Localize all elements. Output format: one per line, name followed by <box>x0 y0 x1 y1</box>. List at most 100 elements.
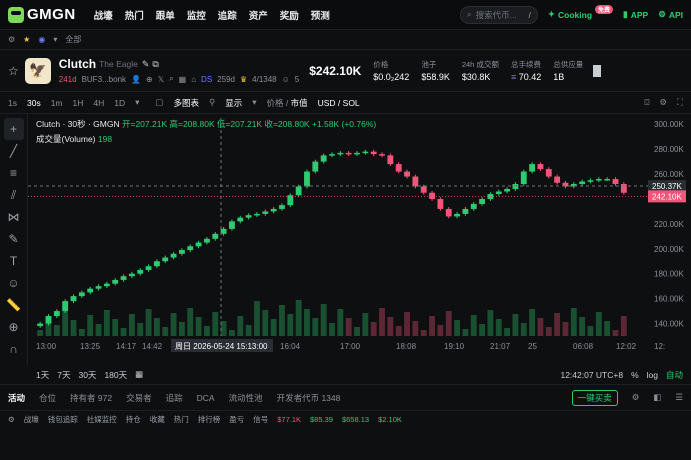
currency-toggle[interactable]: USD / SOL <box>317 97 360 108</box>
footer-leaderboard[interactable]: 排行榜 <box>197 415 221 424</box>
menu-hot[interactable]: 热门 <box>124 10 144 22</box>
fullscreen-icon[interactable]: ⛶ <box>677 97 683 107</box>
menu-predict[interactable]: 预测 <box>310 10 330 22</box>
gmgn-logo[interactable]: GMGN <box>8 6 76 23</box>
range-180d[interactable]: 180天 <box>104 369 128 380</box>
menu-icon[interactable]: ☰ <box>675 392 683 402</box>
footer-hot[interactable]: 热门 <box>173 415 189 424</box>
interval-30s[interactable]: 30s <box>26 97 41 108</box>
menu-trenches[interactable]: 战壕 <box>93 10 113 22</box>
candle-body <box>78 292 85 297</box>
star-icon[interactable]: ★ <box>23 35 31 44</box>
price-mode[interactable]: 价格 <box>266 97 284 108</box>
range-1d[interactable]: 1天 <box>36 369 50 380</box>
camera-icon[interactable]: ⌼ <box>644 97 650 107</box>
chevron-down-icon[interactable]: ▾ <box>135 97 140 107</box>
fib-tool-icon[interactable]: ≡ <box>9 166 17 180</box>
footer-wallet-track[interactable]: 钱包追踪 <box>47 415 78 424</box>
footer-trenches[interactable]: 战壕 <box>23 415 39 424</box>
pattern-tool-icon[interactable]: ⋈ <box>7 210 20 224</box>
token-name: Clutch <box>58 57 97 71</box>
menu-rewards[interactable]: 奖励 <box>279 10 299 22</box>
tab-traders[interactable]: 交易者 <box>126 392 152 403</box>
token-address[interactable]: BUF3...bonk <box>81 74 127 84</box>
emoji-tool-icon[interactable]: ☺ <box>7 276 20 290</box>
tab-dev-tokens[interactable]: 开发者代币 1348 <box>276 392 341 403</box>
candlestick-chart[interactable]: 300.00K280.00K260.00K240.00K220.00K200.0… <box>28 114 691 365</box>
interval-1s[interactable]: 1s <box>8 97 17 108</box>
tab-tracking[interactable]: 追踪 <box>165 392 183 403</box>
interval-1h[interactable]: 1H <box>72 97 84 108</box>
settings-icon[interactable]: ⚙ <box>8 35 16 44</box>
chevron-down-icon[interactable]: ▾ <box>53 35 58 44</box>
footer-gear-icon[interactable]: ⚙ <box>8 415 15 424</box>
tab-holders[interactable]: 持有者 972 <box>70 392 113 403</box>
zoom-tool-icon[interactable]: ⊕ <box>8 320 19 334</box>
chart-plot[interactable]: Clutch · 30秒 · GMGN 开=207.21K 高=208.80K … <box>28 114 691 365</box>
indicator-icon[interactable]: ⚲ <box>208 97 216 107</box>
tab-dca[interactable]: DCA <box>196 392 215 403</box>
range-7d[interactable]: 7天 <box>57 369 71 380</box>
volume-bar <box>237 316 244 336</box>
utc-clock[interactable]: 12:42:07 UTC+8 <box>560 369 624 380</box>
footer-signal[interactable]: 信号 <box>253 415 269 424</box>
menu-copy[interactable]: 跟单 <box>155 10 175 22</box>
ds-label[interactable]: DS <box>201 74 213 84</box>
interval-4h[interactable]: 4H <box>93 97 105 108</box>
brush-tool-icon[interactable]: ✎ <box>8 232 19 246</box>
search-input[interactable]: ⌕ 搜索代币... / <box>459 5 538 24</box>
magnet-tool-icon[interactable]: ∩ <box>9 342 18 356</box>
menu-assets[interactable]: 资产 <box>248 10 268 22</box>
panel-icon[interactable]: ◧ <box>653 392 662 402</box>
interval-1m[interactable]: 1m <box>50 97 63 108</box>
chevron-down-icon[interactable]: ▾ <box>252 97 257 107</box>
percent-toggle[interactable]: % <box>631 369 639 380</box>
user-icon[interactable]: 👤 <box>131 74 141 84</box>
filter-all[interactable]: 全部 <box>65 35 82 44</box>
globe-icon[interactable]: ⊕ <box>146 74 153 84</box>
quick-buy-button[interactable]: 一键买卖 <box>571 389 618 406</box>
search-icon: ⌕ <box>466 9 472 19</box>
volume-bar <box>45 316 52 336</box>
multi-chart-button[interactable]: 多图表 <box>173 97 199 108</box>
grid-icon[interactable]: ▦ <box>178 74 187 84</box>
range-30d[interactable]: 30天 <box>78 369 97 380</box>
lock-icon[interactable]: ⌂ <box>191 74 197 84</box>
api-button[interactable]: ⚙ API <box>658 9 683 20</box>
footer-pnl[interactable]: 盈亏 <box>229 415 245 424</box>
footer-social[interactable]: 社媒监控 <box>86 415 117 424</box>
menu-monitor[interactable]: 监控 <box>186 10 206 22</box>
calendar-icon[interactable]: ▦ <box>135 369 144 379</box>
chain-icon[interactable]: ◉ <box>38 35 46 44</box>
settings-icon[interactable]: ⚙ <box>631 392 640 402</box>
display-button[interactable]: 显示 <box>225 97 243 108</box>
menu-track[interactable]: 追踪 <box>217 10 237 22</box>
log-toggle[interactable]: log <box>646 369 658 380</box>
layout-icon[interactable] <box>593 64 602 77</box>
price-mcap-toggle[interactable]: 价格 / 市值 <box>266 97 308 108</box>
auto-toggle[interactable]: 自动 <box>665 369 683 380</box>
footer-holdings[interactable]: 持仓 <box>125 415 141 424</box>
volume-bar <box>320 304 327 336</box>
cooking-button[interactable]: ✦ Cooking 免费 <box>548 5 614 20</box>
text-tool-icon[interactable]: T <box>9 254 18 268</box>
app-button[interactable]: ▮ APP <box>623 9 648 20</box>
multi-chart-icon[interactable]: ▢ <box>155 97 164 107</box>
tab-positions[interactable]: 仓位 <box>39 392 57 403</box>
ruler-tool-icon[interactable]: 📏 <box>6 298 21 312</box>
crosshair-tool-icon[interactable]: + <box>3 118 24 140</box>
edit-icon[interactable]: ✎ <box>141 58 150 69</box>
favorite-star-icon[interactable]: ☆ <box>8 63 19 78</box>
trendline-tool-icon[interactable]: ╱ <box>9 144 18 158</box>
tab-activity[interactable]: 活动 <box>8 392 26 403</box>
footer-favorites[interactable]: 收藏 <box>149 415 165 424</box>
x-icon[interactable]: 𝕏 <box>157 74 165 84</box>
channel-tool-icon[interactable]: ⫽ <box>10 187 17 202</box>
tab-liquidity[interactable]: 流动性池 <box>228 392 263 403</box>
volume-bar <box>195 317 202 336</box>
share-icon[interactable]: ⧉ <box>152 58 159 69</box>
interval-1d[interactable]: 1D <box>114 97 126 108</box>
mcap-mode[interactable]: 市值 <box>290 97 308 108</box>
search-small-icon[interactable]: ⌕ <box>169 74 174 83</box>
gear-icon[interactable]: ⚙ <box>659 97 668 107</box>
